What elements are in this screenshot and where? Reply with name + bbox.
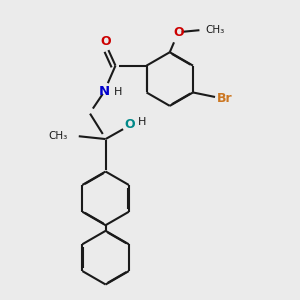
Text: N: N [99, 85, 110, 98]
Text: H: H [114, 88, 122, 98]
Text: O: O [124, 118, 135, 131]
Text: O: O [100, 35, 111, 48]
Text: H: H [138, 117, 146, 127]
Text: O: O [173, 26, 184, 39]
Text: CH₃: CH₃ [205, 25, 224, 34]
Text: Br: Br [217, 92, 233, 105]
Text: CH₃: CH₃ [48, 131, 68, 141]
